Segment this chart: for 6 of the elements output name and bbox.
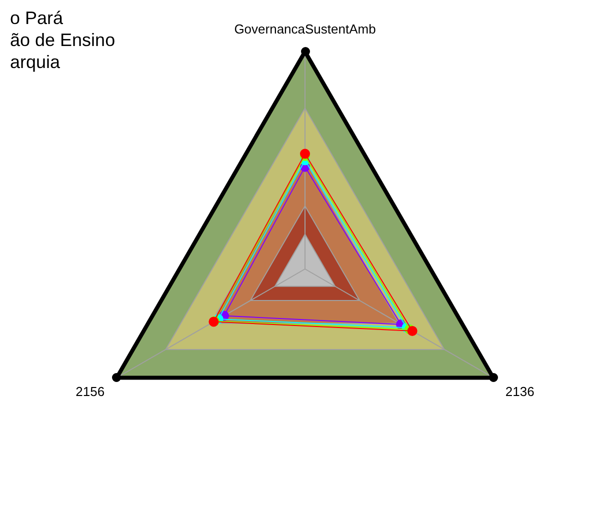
spoke-label: 2156 [76,384,105,400]
spoke-label: GovernancaSustentAmb [234,21,376,36]
text: arquia [10,52,62,72]
text: o Pará [10,8,64,28]
spoke-label: 2136 [505,384,534,400]
text: ão de Ensino [10,30,116,50]
